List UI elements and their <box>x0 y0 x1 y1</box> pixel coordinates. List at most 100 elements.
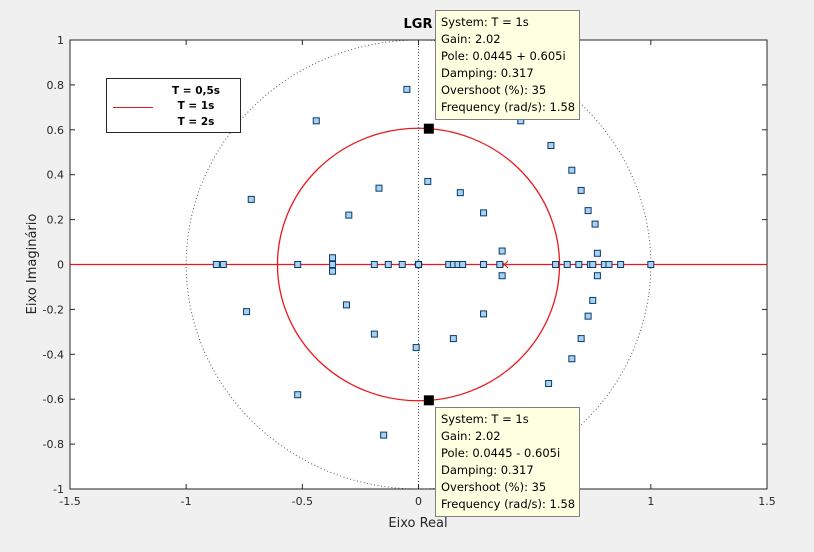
pole-marker <box>294 391 302 399</box>
y-tick-label: 0.8 <box>47 79 65 92</box>
datatip-gain: Gain: 2.02 <box>441 32 501 47</box>
datatip-lower[interactable]: System: T = 1s Gain: 2.02 Pole: 0.0445 -… <box>435 407 580 517</box>
pole-marker <box>370 330 378 338</box>
pole-marker <box>384 261 392 268</box>
legend-swatch <box>113 107 153 108</box>
legend-label: T = 0,5s <box>171 85 221 97</box>
datatip-system: System: T = 1s <box>441 412 529 426</box>
pole-marker <box>480 310 488 318</box>
pole-marker <box>370 261 378 268</box>
x-tick-label: 1 <box>647 495 654 508</box>
y-tick-label: 0.2 <box>47 214 65 227</box>
y-tick-label: 1 <box>57 34 64 47</box>
pole-marker <box>575 261 583 268</box>
selected-pole-marker <box>423 395 434 406</box>
datatip-gain: Gain: 2.02 <box>441 429 501 444</box>
pole-marker <box>568 166 576 174</box>
legend-item-t05: T = 0,5s <box>107 84 240 101</box>
pole-marker <box>247 195 255 203</box>
x-tick-label: -1 <box>181 495 192 508</box>
legend-swatch <box>113 123 153 124</box>
y-tick-label: -0.4 <box>43 348 64 361</box>
pole-marker <box>412 344 420 352</box>
datatip-overshoot: Overshoot (%): 35 <box>441 480 547 495</box>
y-tick-label: -0.8 <box>43 438 64 451</box>
legend-swatch <box>113 92 153 93</box>
pole-marker <box>456 189 464 197</box>
zero-marker <box>414 260 423 269</box>
x-tick-label: -0.5 <box>292 495 313 508</box>
pole-marker <box>415 261 422 268</box>
locus-circle-branch <box>276 127 561 402</box>
y-tick-label: -0.6 <box>43 393 64 406</box>
datatip-system: System: T = 1s <box>441 15 529 29</box>
pole-marker <box>403 85 411 93</box>
pole-marker <box>547 142 555 150</box>
plot-frame <box>69 39 768 490</box>
pole-marker <box>552 261 560 268</box>
pole-marker <box>342 301 350 309</box>
pole-marker <box>498 272 506 280</box>
chart-title: LGR <box>404 17 433 32</box>
pole-marker <box>498 247 506 255</box>
pole-marker <box>424 177 432 185</box>
pole-marker <box>380 431 388 439</box>
selected-poles[interactable] <box>423 123 434 406</box>
pole-marker <box>329 267 337 275</box>
pole-marker <box>480 261 488 268</box>
legend-item-t1: T = 1s <box>107 99 240 116</box>
pole-marker <box>312 117 320 125</box>
pole-marker <box>219 261 227 268</box>
x-tick-label: 0 <box>415 495 422 508</box>
y-tick-label: -1 <box>53 483 64 496</box>
selected-pole-marker <box>423 123 434 134</box>
legend-label: T = 2s <box>177 116 215 128</box>
pole-marker <box>617 261 625 268</box>
pole-markers <box>212 85 655 439</box>
pole-marker <box>243 308 251 316</box>
datatip-damping: Damping: 0.317 <box>441 66 534 81</box>
pole-marker <box>589 261 597 268</box>
pole-marker <box>568 355 576 363</box>
pole-marker <box>345 211 353 219</box>
datatip-damping: Damping: 0.317 <box>441 463 534 478</box>
pole-marker <box>563 261 571 268</box>
pole-marker <box>605 261 613 268</box>
pole-marker <box>577 335 585 343</box>
datatip-pole: Pole: 0.0445 + 0.605i <box>441 49 566 64</box>
axis-ticks: -1.5-1-0.500.511.510.80.60.40.20-0.2-0.4… <box>43 34 776 508</box>
pole-marker <box>375 184 383 192</box>
datatip-frequency: Frequency (rad/s): 1.58 <box>441 497 576 512</box>
pole-marker <box>480 209 488 217</box>
x-tick-label: -1.5 <box>59 495 80 508</box>
pole-marker <box>584 207 592 215</box>
datatip-pole: Pole: 0.0445 - 0.605i <box>441 446 561 461</box>
datatip-overshoot: Overshoot (%): 35 <box>441 83 547 98</box>
x-tick-label: 1.5 <box>758 495 776 508</box>
x-axis-label: Eixo Real <box>388 516 447 531</box>
pole-marker <box>496 261 504 268</box>
datatip-frequency: Frequency (rad/s): 1.58 <box>441 100 576 115</box>
pole-marker <box>589 296 597 304</box>
pole-marker <box>398 261 406 268</box>
pole-marker <box>593 249 601 257</box>
pole-marker <box>577 186 585 194</box>
pole-marker <box>591 220 599 228</box>
pole-marker <box>329 261 337 268</box>
y-tick-label: 0 <box>57 259 64 272</box>
pole-marker <box>584 312 592 320</box>
y-tick-label: 0.6 <box>47 124 65 137</box>
y-tick-label: 0.4 <box>47 169 65 182</box>
legend-label: T = 1s <box>177 100 215 112</box>
legend[interactable]: T = 0,5s T = 1s T = 2s <box>106 78 241 133</box>
pole-marker <box>294 261 302 268</box>
datatip-upper[interactable]: System: T = 1s Gain: 2.02 Pole: 0.0445 +… <box>435 10 580 120</box>
pole-marker <box>449 335 457 343</box>
y-axis-label: Eixo Imaginário <box>25 214 40 315</box>
pole-marker <box>647 261 655 268</box>
legend-item-t2: T = 2s <box>107 115 240 132</box>
y-tick-label: -0.2 <box>43 303 64 316</box>
pole-marker <box>459 261 467 268</box>
pole-marker <box>212 261 220 268</box>
pole-marker <box>593 272 601 280</box>
